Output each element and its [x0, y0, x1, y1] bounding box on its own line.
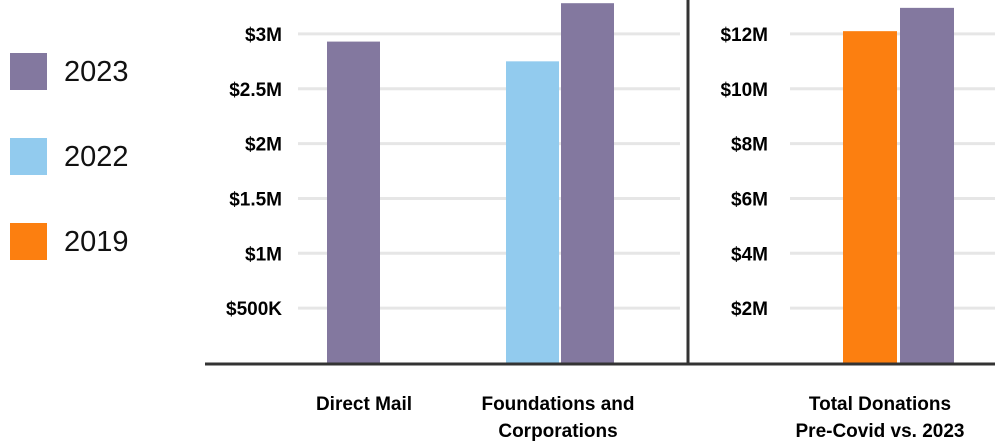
- legend-label-2022: 2022: [64, 141, 129, 173]
- y-tick-label: $1.5M: [229, 189, 282, 210]
- category-label: Total Donations: [809, 394, 951, 415]
- y-tick-label: $1M: [245, 244, 282, 265]
- legend-swatch-2022: [10, 138, 47, 175]
- bar-2023: [327, 41, 380, 363]
- legend-label-2023: 2023: [64, 56, 129, 88]
- category-label: Pre-Covid vs. 2023: [796, 421, 965, 442]
- y-tick-label: $2M: [731, 299, 768, 320]
- y-tick-label: $2.5M: [229, 80, 282, 101]
- bar-2023: [900, 7, 954, 364]
- bar-2019: [843, 31, 897, 364]
- legend-label-2019: 2019: [64, 226, 129, 258]
- y-tick-label: $4M: [731, 244, 768, 265]
- legend: 2023 2022 2019: [10, 53, 129, 260]
- legend-swatch-2023: [10, 53, 47, 90]
- y-tick-label: $8M: [731, 135, 768, 156]
- y-tick-label: $12M: [720, 25, 768, 46]
- y-tick-label: $6M: [731, 189, 768, 210]
- bar-2022: [506, 61, 559, 363]
- bar-2023: [561, 3, 614, 363]
- y-tick-label: $500K: [226, 299, 282, 320]
- category-label: Direct Mail: [316, 394, 412, 415]
- y-tick-label: $10M: [720, 80, 768, 101]
- legend-swatch-2019: [10, 223, 47, 260]
- category-label: Corporations: [498, 421, 617, 442]
- y-tick-label: $3M: [245, 25, 282, 46]
- y-tick-label: $2M: [245, 135, 282, 156]
- chart-panel-left: $500K $1M $1.5M $2M $2.5M $3M Direct Mail Found…: [226, 3, 680, 442]
- chart-panel-right: $2M $4M $6M $8M $10M $12M Total Donations Pre-C…: [720, 7, 995, 442]
- category-label: Foundations and: [481, 394, 634, 415]
